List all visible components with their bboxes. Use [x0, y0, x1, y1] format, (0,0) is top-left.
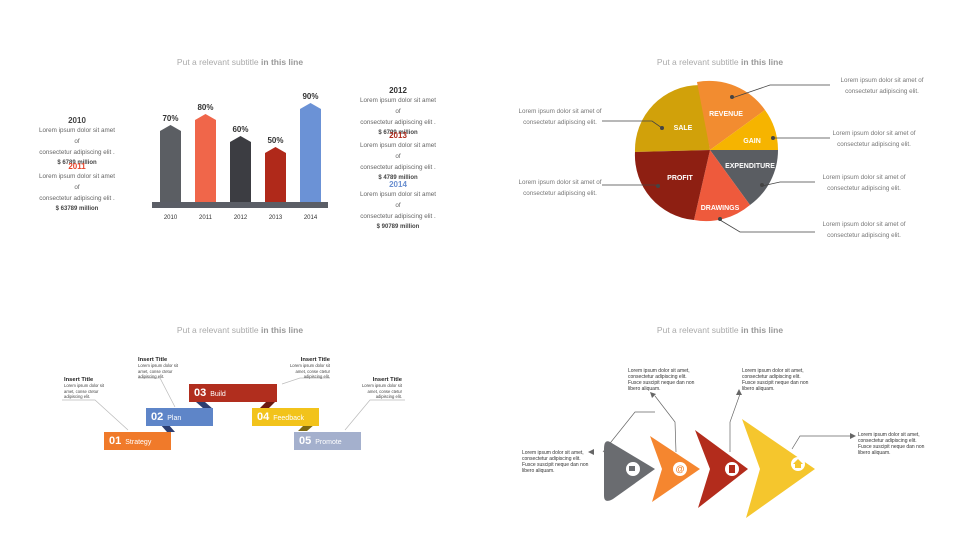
- callout-line-expenditure: [761, 181, 815, 187]
- pointer-line: [62, 399, 129, 431]
- note-2014: 2014 Lorem ipsum dolor sit amet of conse…: [360, 180, 436, 230]
- bar-value-label: 60%: [232, 125, 248, 134]
- pointer-line: [654, 395, 677, 453]
- callout-line-sale: [602, 120, 663, 129]
- ribbon-steps-panel: Put a relevant subtitle in this line 01 S…: [0, 274, 480, 548]
- x-tick-label: 2011: [199, 215, 213, 221]
- x-tick-label: 2013: [269, 215, 283, 221]
- pointer-arrowhead: [736, 389, 742, 395]
- pointer-arrowhead: [650, 392, 656, 398]
- pointer-arrowhead: [588, 449, 594, 455]
- pie-slice-revenue: [697, 80, 765, 150]
- pie-label-gain: GAIN: [743, 138, 761, 145]
- x-tick-label: 2010: [164, 215, 178, 221]
- step-04-feedback: 04 Feedback: [252, 408, 319, 426]
- callout-text-drawings: Lorem ipsum dolor sit amet of consectetu…: [822, 221, 906, 239]
- pie-slice-gain: [710, 110, 778, 150]
- pie-label-profit: PROFIT: [667, 175, 693, 182]
- pointer-arrowhead: [850, 433, 856, 439]
- pointer-line: [791, 435, 850, 450]
- bar-value-label: 80%: [197, 103, 213, 112]
- insert-title-box-3: Insert Title Lorem ipsum dolor sit amet,…: [289, 357, 330, 379]
- arrow-text-4: Lorem ipsum dolor sit amet, consectetur …: [858, 432, 925, 456]
- pie-chart: SALE REVENUE GAIN EXPENDITURE DRAWINGS P…: [602, 80, 830, 233]
- step-05-promote: 05 Promote: [294, 432, 361, 450]
- chart-baseline: [152, 202, 328, 208]
- ribbon-connectors: [62, 377, 405, 432]
- at-sign-glyph: @: [676, 464, 685, 474]
- pointer-line: [602, 411, 655, 453]
- pointer-line: [138, 377, 176, 408]
- bar-value-label: 50%: [267, 136, 283, 145]
- arrow-text-1: Lorem ipsum dolor sit amet, consectetur …: [522, 450, 589, 474]
- step-02-plan: 02 Plan: [146, 408, 213, 426]
- bar-value-label: 70%: [162, 114, 178, 123]
- pie-label-sale: SALE: [674, 125, 693, 132]
- pie-label-drawings: DRAWINGS: [701, 205, 740, 212]
- note-2010: 2010 Lorem ipsum dolor sit amet of conse…: [39, 116, 115, 166]
- panel-subtitle: Put a relevant subtitle in this line: [176, 57, 304, 67]
- pie-label-expenditure: EXPENDITURE: [725, 163, 775, 170]
- bar-2012: [230, 136, 251, 202]
- panel-subtitle: Put a relevant subtitle in this line: [656, 325, 784, 335]
- arrow-text-3: Lorem ipsum dolor sit amet, consectetur …: [742, 368, 809, 392]
- arrow-process-panel: Put a relevant subtitle in this line @: [480, 274, 960, 548]
- arrow-text-2: Lorem ipsum dolor sit amet, consectetur …: [628, 368, 695, 392]
- at-sign-icon: [673, 462, 687, 476]
- callout-text-profit: Lorem ipsum dolor sit amet of consectetu…: [518, 179, 602, 197]
- pointer-line: [281, 377, 330, 385]
- insert-title-box-1: Insert Title Lorem ipsum dolor sit amet,…: [64, 377, 105, 399]
- pointer-line: [344, 399, 405, 431]
- pie-slice-expenditure: [710, 150, 778, 205]
- pie-slice-profit: [634, 150, 710, 220]
- pie-label-revenue: REVENUE: [709, 111, 743, 118]
- callout-dot: [771, 136, 775, 140]
- bar-2011: [195, 114, 216, 202]
- callout-dot: [718, 217, 722, 221]
- callout-line-revenue: [731, 84, 830, 99]
- pie-slice-drawings: [694, 150, 750, 222]
- bar-chart-panel: Put a relevant subtitle in this line 201…: [0, 0, 480, 274]
- callout-text-expenditure: Lorem ipsum dolor sit amet of consectetu…: [822, 174, 906, 192]
- callout-text-sale: Lorem ipsum dolor sit amet of consectetu…: [518, 108, 602, 126]
- callout-dot: [730, 95, 734, 99]
- insert-title-box-2: Insert Title Lorem ipsum dolor sit amet,…: [138, 357, 179, 379]
- arrow-3: [695, 430, 748, 508]
- panel-subtitle: Put a relevant subtitle in this line: [656, 57, 784, 67]
- pie-chart-panel: Put a relevant subtitle in this line SAL…: [480, 0, 960, 274]
- step-01-strategy: 01 Strategy: [104, 432, 171, 450]
- callout-dot: [760, 183, 764, 187]
- pointer-line: [729, 393, 741, 452]
- bar-2013: [265, 147, 286, 202]
- bar-value-label: 90%: [302, 92, 318, 101]
- callout-dot: [660, 126, 664, 130]
- step-03-build: 03 Build: [189, 384, 277, 402]
- home-icon-roof: [793, 459, 803, 464]
- callout-line-drawings: [719, 219, 815, 233]
- callout-text-revenue: Lorem ipsum dolor sit amet of consectetu…: [840, 77, 924, 95]
- x-tick-label: 2012: [234, 215, 248, 221]
- arrow-diagram: @: [588, 389, 856, 518]
- note-2013: 2013 Lorem ipsum dolor sit amet of conse…: [360, 131, 436, 181]
- arrow-4: [742, 419, 815, 518]
- coffee-icon-cup: [629, 466, 635, 471]
- fold-03-04: [259, 402, 275, 409]
- callout-dot: [656, 184, 660, 188]
- pie-slice-sale: [634, 85, 710, 152]
- fold-01-02: [160, 424, 175, 432]
- fold-02-03: [196, 402, 213, 409]
- callout-text-gain: Lorem ipsum dolor sit amet of consectetu…: [832, 130, 916, 148]
- bar-chart: 70% 2010 80% 2011 60% 2012 50% 2013 90% 2014: [152, 92, 328, 221]
- bar-2010: [160, 125, 181, 202]
- bar-2014: [300, 103, 321, 202]
- document-icon-sheet: [729, 465, 735, 473]
- home-icon-base: [795, 464, 801, 468]
- insert-title-box-4: Insert Title Lorem ipsum dolor sit amet,…: [361, 377, 402, 399]
- panel-subtitle: Put a relevant subtitle in this line: [176, 325, 304, 335]
- x-tick-label: 2014: [304, 215, 318, 221]
- note-2011: 2011 Lorem ipsum dolor sit amet of conse…: [39, 162, 115, 212]
- note-2012: 2012 Lorem ipsum dolor sit amet of conse…: [360, 86, 436, 136]
